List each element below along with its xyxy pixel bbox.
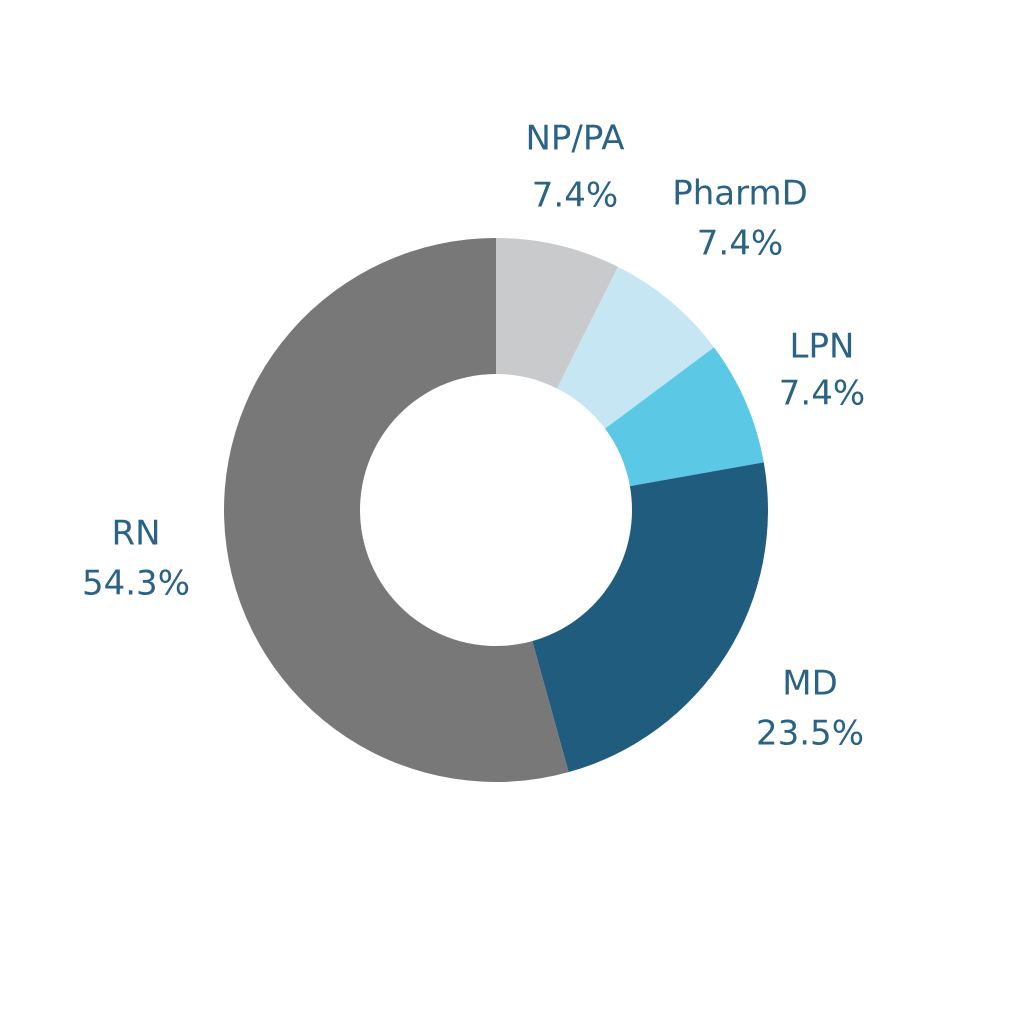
donut-segment [556, 266, 715, 429]
segment-value-label: 7.4% [779, 374, 865, 414]
segment-value-label: 23.5% [756, 714, 864, 754]
segment-label: LPN [790, 327, 855, 367]
segment-value-label: 54.3% [82, 564, 190, 604]
segment-label: NP/PA [526, 119, 625, 159]
donut-segment [223, 238, 569, 782]
segment-label: RN [111, 514, 160, 554]
donut-segment [496, 238, 618, 389]
segment-label: PharmD [672, 174, 808, 214]
segment-value-label: 7.4% [532, 176, 618, 216]
segment-value-label: 7.4% [697, 224, 783, 264]
donut-segment [532, 462, 768, 773]
donut-segment [605, 347, 764, 487]
segment-label: MD [782, 664, 838, 704]
